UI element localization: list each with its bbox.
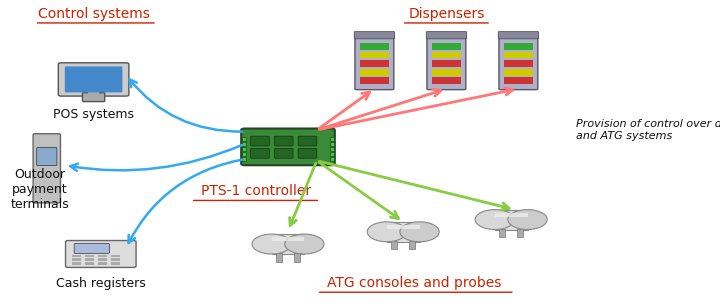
Bar	[495, 213, 528, 217]
Bar	[98, 258, 107, 261]
Bar	[111, 262, 120, 265]
Text: Provision of control over dispensers
and ATG systems: Provision of control over dispensers and…	[576, 119, 720, 141]
Ellipse shape	[284, 234, 324, 254]
Bar	[432, 69, 461, 76]
FancyBboxPatch shape	[251, 136, 269, 146]
FancyArrowPatch shape	[320, 161, 509, 210]
Ellipse shape	[508, 210, 547, 230]
Bar	[85, 258, 94, 261]
Ellipse shape	[252, 234, 292, 254]
Bar	[504, 69, 533, 76]
Bar	[432, 52, 461, 58]
Bar	[271, 237, 305, 241]
FancyBboxPatch shape	[74, 244, 109, 253]
Bar	[294, 253, 300, 262]
Bar	[360, 60, 389, 67]
FancyBboxPatch shape	[498, 32, 539, 39]
FancyArrowPatch shape	[319, 92, 369, 129]
Bar	[391, 241, 397, 249]
FancyBboxPatch shape	[66, 241, 136, 267]
Bar	[499, 229, 505, 237]
FancyArrowPatch shape	[71, 145, 242, 171]
Bar	[432, 60, 461, 67]
Bar	[360, 52, 389, 58]
Bar	[242, 152, 246, 156]
Bar	[98, 262, 107, 265]
Bar	[72, 255, 81, 257]
Bar	[360, 43, 389, 50]
Bar	[276, 253, 282, 262]
FancyBboxPatch shape	[426, 32, 467, 39]
Bar	[271, 234, 305, 254]
Bar	[242, 142, 246, 146]
Bar	[504, 60, 533, 67]
FancyBboxPatch shape	[58, 63, 129, 96]
Text: Outdoor
payment
terminals: Outdoor payment terminals	[10, 168, 69, 211]
FancyArrowPatch shape	[320, 89, 441, 129]
Bar	[360, 77, 389, 84]
FancyBboxPatch shape	[274, 148, 293, 158]
Bar	[111, 255, 120, 257]
Bar	[518, 229, 523, 237]
Bar	[410, 241, 415, 249]
Bar	[504, 43, 533, 50]
FancyBboxPatch shape	[298, 148, 317, 158]
Text: Control systems: Control systems	[37, 7, 150, 21]
FancyBboxPatch shape	[274, 136, 293, 146]
FancyBboxPatch shape	[37, 147, 57, 166]
Bar	[432, 77, 461, 84]
Bar	[98, 255, 107, 257]
Bar	[85, 262, 94, 265]
Bar	[242, 147, 246, 151]
FancyBboxPatch shape	[33, 134, 60, 203]
Text: ATG consoles and probes: ATG consoles and probes	[327, 276, 501, 290]
FancyArrowPatch shape	[130, 79, 242, 132]
FancyArrowPatch shape	[320, 88, 513, 129]
FancyBboxPatch shape	[354, 32, 395, 39]
FancyBboxPatch shape	[427, 33, 466, 90]
Bar	[330, 137, 334, 141]
Bar	[330, 152, 334, 156]
Text: PTS-1 controller: PTS-1 controller	[201, 184, 310, 198]
Bar	[330, 142, 334, 146]
FancyArrowPatch shape	[289, 163, 316, 226]
FancyBboxPatch shape	[298, 136, 317, 146]
Bar	[504, 77, 533, 84]
Ellipse shape	[400, 222, 439, 242]
Bar	[111, 258, 120, 261]
FancyBboxPatch shape	[355, 33, 394, 90]
FancyBboxPatch shape	[241, 129, 335, 165]
FancyArrowPatch shape	[319, 162, 398, 218]
Bar	[72, 258, 81, 261]
Bar	[495, 210, 528, 230]
Text: POS systems: POS systems	[53, 108, 134, 121]
Bar	[85, 255, 94, 257]
Bar	[504, 52, 533, 58]
FancyBboxPatch shape	[65, 66, 122, 92]
Bar	[88, 90, 99, 95]
Bar	[330, 147, 334, 151]
Bar	[72, 262, 81, 265]
Bar	[330, 157, 334, 161]
FancyBboxPatch shape	[499, 33, 538, 90]
FancyBboxPatch shape	[82, 93, 105, 102]
Bar	[360, 69, 389, 76]
FancyArrowPatch shape	[129, 160, 242, 243]
Text: Cash registers: Cash registers	[56, 277, 145, 289]
Ellipse shape	[475, 210, 515, 230]
Bar	[432, 43, 461, 50]
Ellipse shape	[367, 222, 407, 242]
Bar	[242, 157, 246, 161]
Bar	[242, 137, 246, 141]
Bar	[387, 222, 420, 242]
Bar	[387, 225, 420, 229]
Text: Dispensers: Dispensers	[408, 7, 485, 21]
FancyBboxPatch shape	[251, 148, 269, 158]
